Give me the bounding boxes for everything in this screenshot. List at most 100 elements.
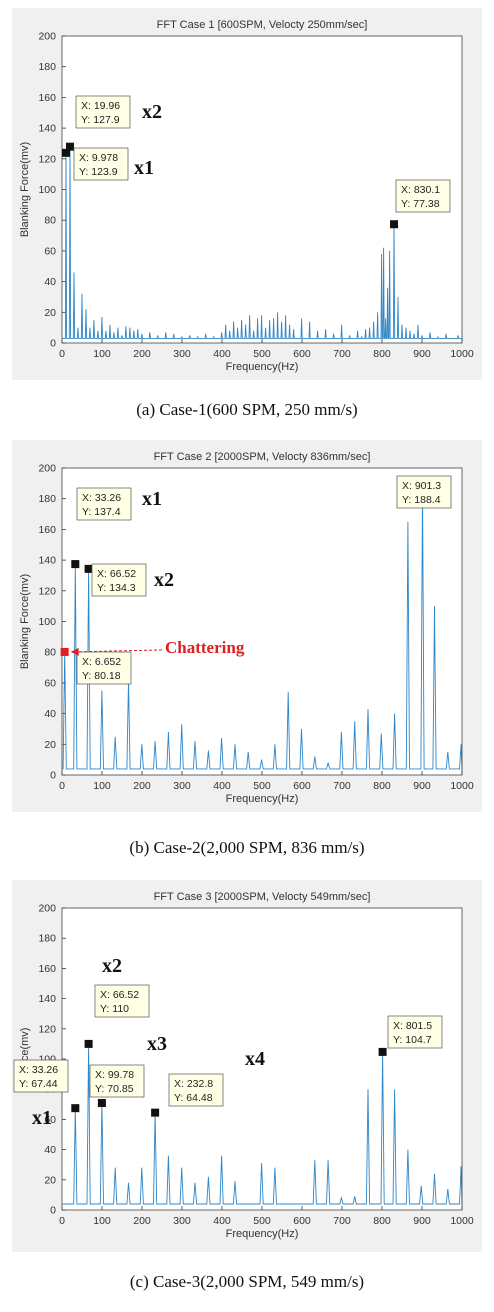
y-tick-label: 100 — [38, 184, 56, 196]
x-tick-label: 0 — [59, 348, 65, 360]
datatip-text: X: 66.52 — [97, 568, 136, 580]
datatip-box — [387, 1015, 443, 1049]
datatip-text: X: 801.5 — [393, 1020, 432, 1032]
x-tick-label: 900 — [413, 780, 431, 792]
chart-panel-case-2: FFT Case 2 [2000SPM, Velocty 836mm/sec] 0… — [12, 440, 482, 812]
x-tick-label: 500 — [253, 348, 271, 360]
x-tick-label: 800 — [373, 348, 391, 360]
datatip-box — [73, 147, 129, 181]
datatip-text: Y: 77.38 — [401, 198, 440, 210]
datatip-text: X: 66.52 — [100, 989, 139, 1001]
chart-title: FFT Case 3 [2000SPM, Velocty 549mm/sec] — [154, 891, 371, 903]
datatip-text: Y: 137.4 — [82, 506, 121, 518]
x-tick-label: 400 — [213, 348, 231, 360]
datatip-text: Y: 127.9 — [81, 114, 120, 126]
x-tick-label: 0 — [59, 780, 65, 792]
harmonic-label-x3: x3 — [147, 1033, 167, 1055]
x-tick-label: 500 — [253, 1215, 271, 1227]
x-tick-label: 800 — [373, 1215, 391, 1227]
datatip-marker — [60, 647, 69, 656]
x-tick-label: 400 — [213, 780, 231, 792]
y-tick-label: 60 — [44, 245, 56, 257]
datatip-box — [76, 487, 132, 521]
x-tick-label: 900 — [413, 1215, 431, 1227]
y-tick-label: 20 — [44, 307, 56, 319]
y-tick-label: 80 — [44, 215, 56, 227]
y-tick-label: 160 — [38, 963, 56, 975]
y-tick-label: 40 — [44, 708, 56, 720]
harmonic-label-x1: x1 — [142, 488, 162, 510]
axes-frame — [61, 467, 463, 776]
x-tick-label: 1000 — [450, 780, 474, 792]
axes-frame — [61, 35, 463, 344]
harmonic-label-x4: x4 — [245, 1048, 265, 1070]
y-tick-label: 0 — [50, 338, 56, 350]
y-tick-label: 60 — [44, 1114, 56, 1126]
datatip-text: Y: 188.4 — [402, 494, 441, 506]
chart-panel-case-3: FFT Case 3 [2000SPM, Velocty 549mm/sec] 0… — [12, 880, 482, 1252]
y-tick-label: 180 — [38, 933, 56, 945]
x-tick-label: 100 — [93, 780, 111, 792]
datatip-text: X: 9.978 — [79, 152, 118, 164]
x-tick-label: 100 — [93, 1215, 111, 1227]
harmonic-label-x2: x2 — [154, 569, 174, 591]
x-tick-label: 600 — [293, 1215, 311, 1227]
x-tick-label: 800 — [373, 780, 391, 792]
datatip-text: X: 6.652 — [82, 656, 121, 668]
caption-case-2: (b) Case-2(2,000 SPM, 836 mm/s) — [129, 838, 365, 857]
datatip-marker — [71, 560, 80, 569]
datatip-text: Y: 70.85 — [95, 1083, 134, 1095]
y-tick-label: 40 — [44, 1144, 56, 1156]
caption-case-3: (c) Case-3(2,000 SPM, 549 mm/s) — [129, 1272, 365, 1291]
datatip-box — [168, 1073, 224, 1107]
datatip-marker — [390, 220, 399, 229]
y-tick-label: 40 — [44, 276, 56, 288]
x-tick-label: 500 — [253, 780, 271, 792]
caption-case-1: (a) Case-1(600 SPM, 250 mm/s) — [136, 400, 358, 419]
x-axis-label: Frequency(Hz) — [226, 361, 299, 373]
datatip-marker — [84, 564, 93, 573]
x-tick-label: 300 — [173, 1215, 191, 1227]
y-tick-label: 120 — [38, 585, 56, 597]
datatip-text: Y: 110 — [100, 1003, 129, 1015]
x-tick-label: 600 — [293, 780, 311, 792]
x-tick-label: 300 — [173, 780, 191, 792]
datatip-box — [94, 984, 150, 1018]
x-tick-label: 900 — [413, 348, 431, 360]
axes-frame — [61, 907, 463, 1211]
y-tick-label: 0 — [50, 770, 56, 782]
y-tick-label: 80 — [44, 647, 56, 659]
spectrum-line — [62, 146, 462, 339]
x-tick-label: 700 — [333, 348, 351, 360]
x-tick-label: 200 — [133, 348, 151, 360]
x-tick-label: 200 — [133, 780, 151, 792]
datatip-box — [89, 1064, 145, 1098]
y-tick-label: 120 — [38, 153, 56, 165]
datatip-box — [76, 651, 132, 685]
datatip-marker — [61, 148, 70, 157]
datatip-marker — [151, 1108, 160, 1117]
datatip-box — [395, 179, 451, 213]
datatip-text: Y: 64.48 — [174, 1092, 213, 1104]
datatip-text: Y: 80.18 — [82, 670, 121, 682]
chart-panel-case-1: FFT Case 1 [600SPM, Velocty 250mm/sec] 0 2… — [12, 8, 482, 380]
datatip-marker — [97, 1099, 106, 1108]
y-tick-label: 140 — [38, 123, 56, 135]
datatip-marker — [65, 142, 74, 151]
x-tick-label: 700 — [333, 780, 351, 792]
plot-area — [62, 36, 462, 343]
datatip-text: X: 830.1 — [401, 184, 440, 196]
x-tick-label: 200 — [133, 1215, 151, 1227]
y-tick-label: 160 — [38, 92, 56, 104]
datatip-text: X: 901.3 — [402, 480, 441, 492]
y-tick-label: 200 — [38, 463, 56, 475]
y-tick-label: 200 — [38, 31, 56, 43]
datatip-text: Y: 134.3 — [97, 582, 136, 594]
harmonic-label-x2: x2 — [102, 955, 122, 977]
chart-title: FFT Case 2 [2000SPM, Velocty 836mm/sec] — [154, 451, 371, 463]
datatip-box — [75, 95, 131, 129]
datatip-text: X: 99.78 — [95, 1069, 134, 1081]
x-tick-label: 700 — [333, 1215, 351, 1227]
x-tick-label: 300 — [173, 348, 191, 360]
spectrum-line — [62, 485, 463, 770]
